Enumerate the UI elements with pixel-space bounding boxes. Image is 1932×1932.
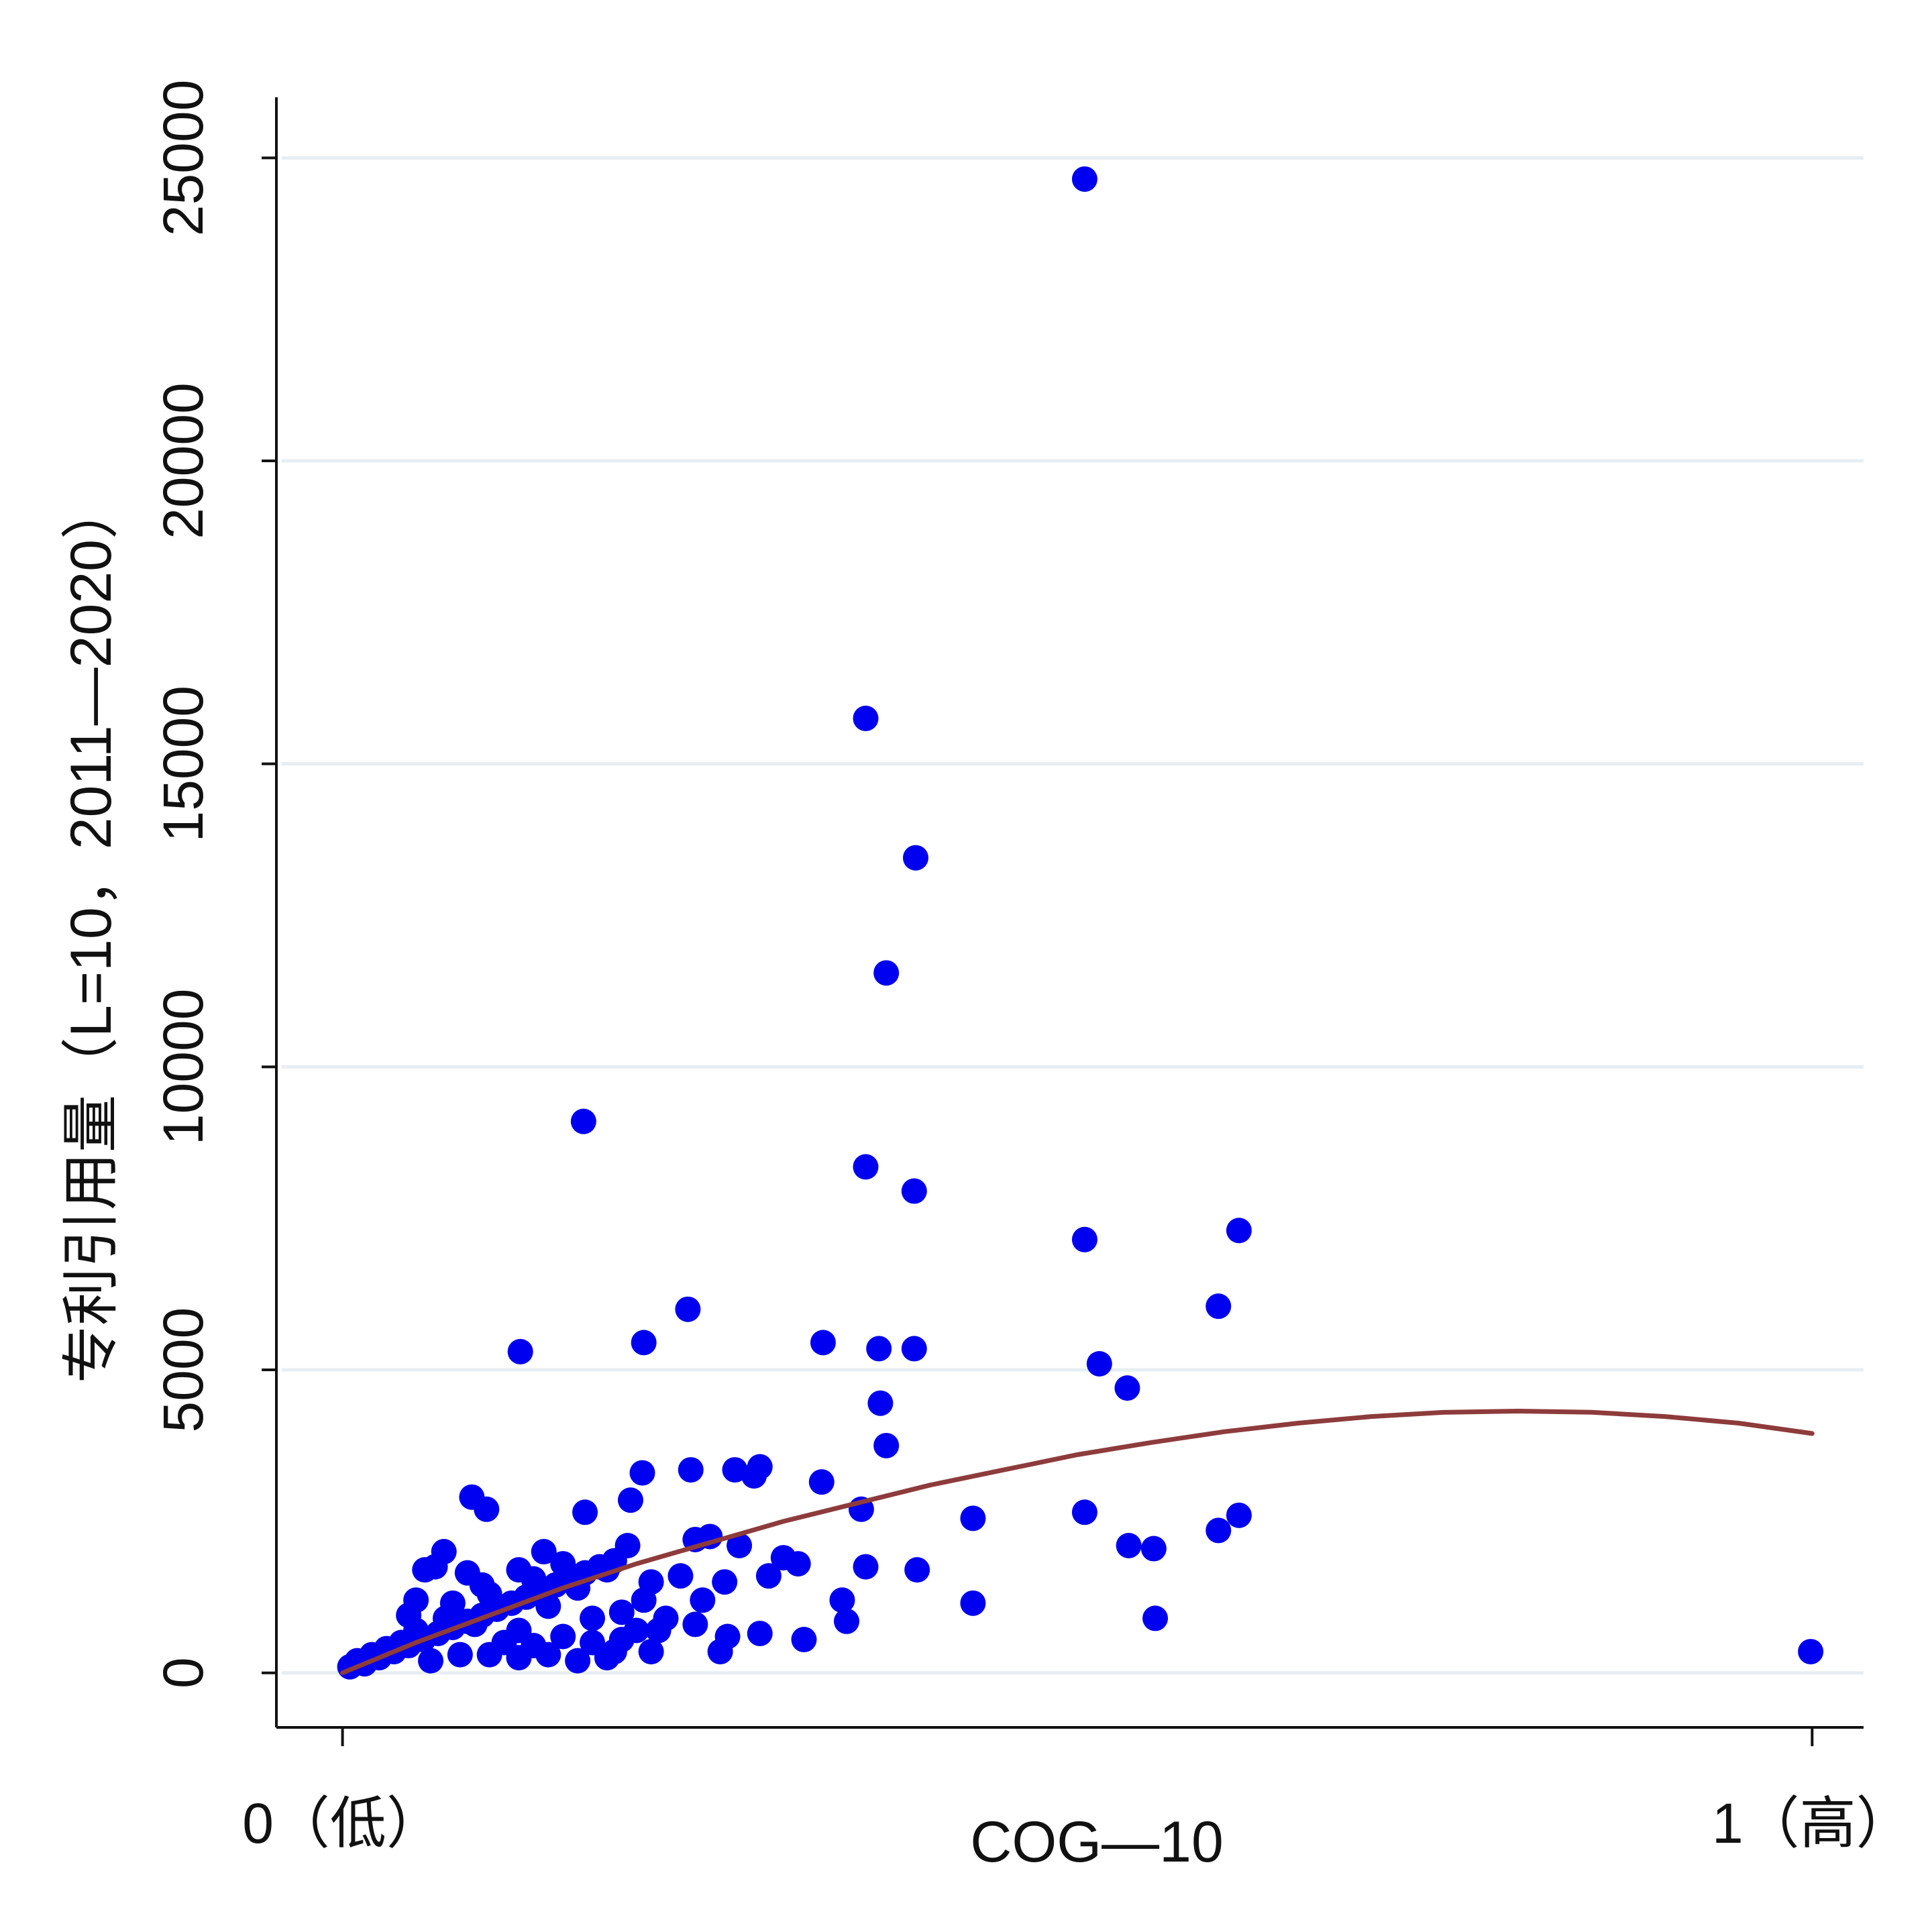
scatter-points: [337, 166, 1824, 1680]
scatter-point: [601, 1639, 627, 1665]
y-axis-title: 专利引用量（L=10，2011—2020）: [59, 482, 123, 1383]
scatter-point: [1205, 1517, 1232, 1544]
scatter-point: [396, 1602, 422, 1628]
scatter-point: [629, 1460, 655, 1486]
y-tick-label: 5000: [152, 1307, 215, 1433]
axes: [275, 97, 1864, 1729]
scatter-point: [617, 1487, 643, 1513]
scatter-point: [901, 1336, 927, 1362]
scatter-point: [507, 1338, 533, 1364]
scatter-point: [1071, 1226, 1097, 1252]
x-tick-label: 0（低）: [242, 1792, 443, 1855]
scatter-point: [474, 1496, 500, 1522]
scatter-point: [565, 1648, 591, 1674]
scatter-point: [867, 1390, 894, 1416]
scatter-point: [631, 1587, 657, 1613]
scatter-point: [1086, 1350, 1112, 1377]
scatter-point: [747, 1620, 773, 1646]
scatter-point: [853, 1554, 879, 1580]
scatter-point: [1226, 1218, 1252, 1244]
scatter-point: [572, 1499, 598, 1525]
scatter-point: [791, 1627, 817, 1653]
scatter-point: [682, 1611, 708, 1638]
scatter-point: [447, 1642, 473, 1668]
scatter-point: [808, 1469, 835, 1495]
scatter-point: [531, 1539, 557, 1565]
scatter-point: [901, 1178, 927, 1204]
scatter-point: [727, 1532, 753, 1558]
gridlines: [282, 156, 1864, 1675]
scatter-point: [1205, 1293, 1232, 1320]
scatter-point: [418, 1648, 444, 1674]
scatter-point: [638, 1639, 664, 1665]
scatter-point: [1116, 1532, 1142, 1558]
scatter-point: [645, 1617, 672, 1644]
scatter-point: [1114, 1375, 1140, 1401]
scatter-point: [412, 1557, 438, 1583]
scatter-point: [904, 1557, 930, 1583]
scatter-point: [550, 1623, 576, 1650]
scatter-point: [439, 1590, 466, 1616]
scatter-point: [810, 1330, 836, 1356]
scatter-point: [873, 1432, 900, 1458]
scatter-point: [1140, 1536, 1167, 1562]
scatter-point: [866, 1336, 892, 1362]
scatter-point: [675, 1296, 701, 1322]
scatter-point: [570, 1108, 596, 1134]
scatter-point: [580, 1605, 606, 1631]
y-tick-label: 20000: [152, 382, 215, 539]
scatter-point: [491, 1629, 517, 1656]
x-axis-ticks: 0（低） 1（高）: [242, 1727, 1913, 1855]
fit-line-layer: [340, 1408, 1815, 1676]
y-tick-label: 25000: [152, 80, 215, 237]
scatter-point: [1071, 166, 1097, 192]
scatter-point: [741, 1463, 767, 1489]
y-tick-label: 10000: [152, 989, 215, 1146]
scatter-point: [521, 1566, 547, 1592]
scatter-point: [873, 960, 900, 986]
y-axis-ticks: 0 5000 10000 15000 20000 25000: [152, 80, 276, 1688]
fit-line: [340, 1408, 1815, 1676]
scatter-point: [770, 1545, 796, 1571]
scatter-point: [608, 1599, 635, 1625]
scatter-point: [712, 1569, 738, 1595]
scatter-point: [690, 1587, 716, 1613]
x-tick-label: 1（高）: [1712, 1792, 1913, 1855]
y-tick-label: 0: [152, 1657, 215, 1688]
scatter-point: [834, 1608, 860, 1634]
scatter-point: [678, 1457, 704, 1483]
scatter-point: [1142, 1605, 1169, 1631]
scatter-point: [521, 1633, 547, 1659]
scatter-point: [667, 1563, 694, 1589]
scatter-point: [469, 1572, 495, 1598]
scatter-point: [902, 845, 928, 871]
scatter-point: [1798, 1639, 1824, 1665]
scatter-point: [960, 1590, 986, 1616]
scatter-point: [853, 1154, 879, 1180]
x-axis-title: COG—10: [970, 1810, 1224, 1874]
scatter-point: [1071, 1499, 1097, 1525]
scatter-point: [580, 1629, 606, 1656]
scatter-point: [631, 1330, 657, 1356]
scatter-point: [829, 1587, 855, 1613]
y-tick-label: 15000: [152, 686, 215, 843]
scatter-point: [755, 1563, 782, 1589]
scatter-point: [714, 1623, 741, 1650]
scatter-point: [853, 705, 879, 731]
scatter-point: [960, 1505, 986, 1532]
scatter-point: [1226, 1502, 1252, 1528]
